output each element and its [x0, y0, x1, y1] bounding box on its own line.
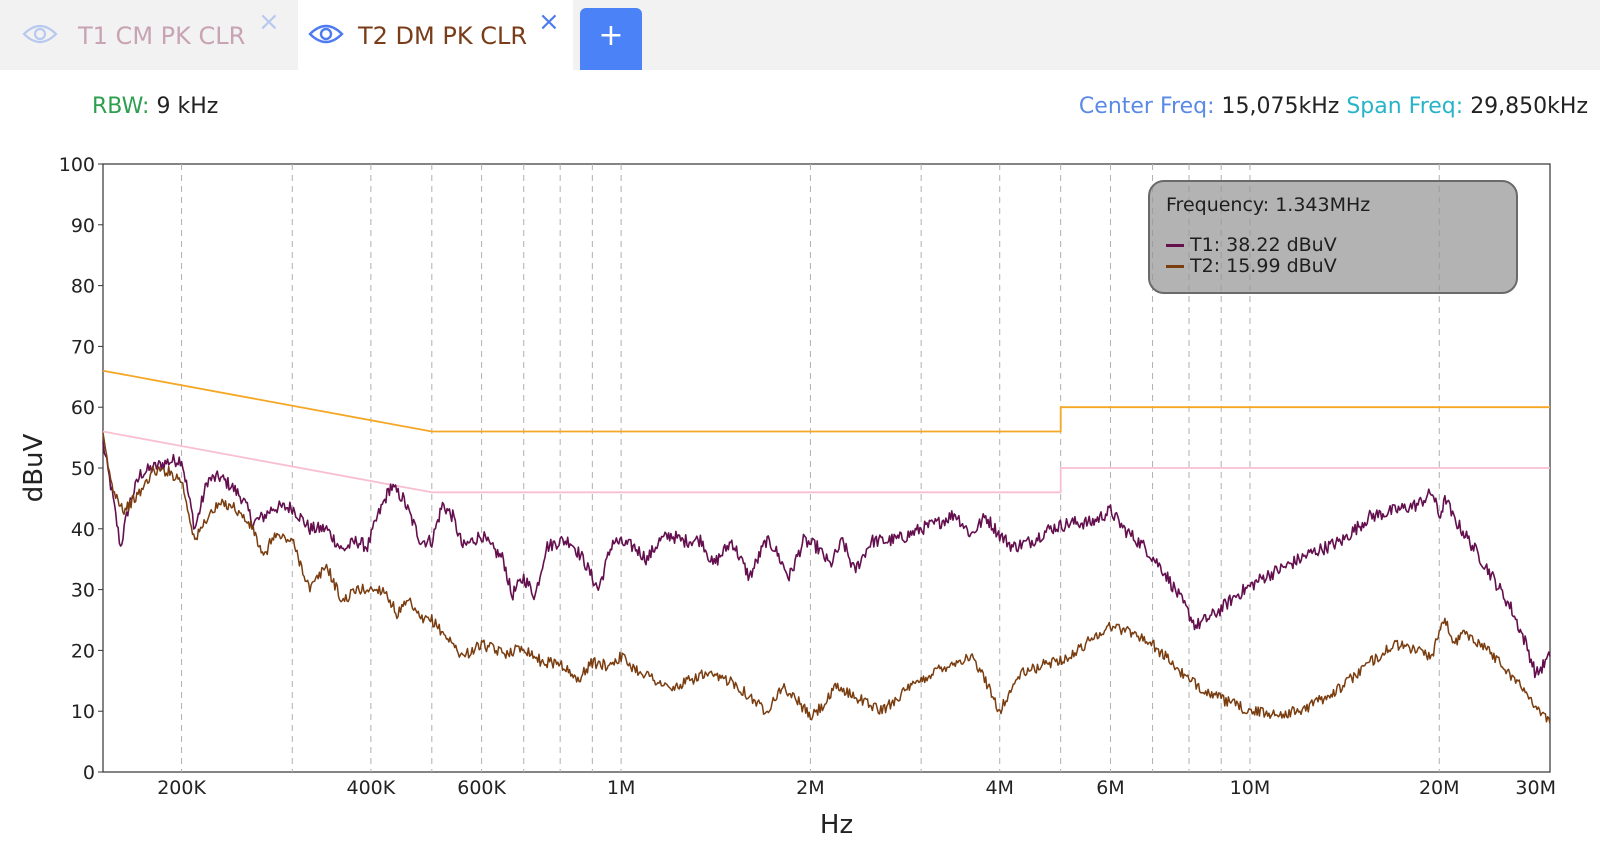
- tab-t2[interactable]: T2 DM PK CLR ×: [298, 0, 573, 70]
- t2-trace: [102, 432, 1551, 724]
- y-tick-label: 10: [71, 701, 95, 723]
- tooltip-frequency: Frequency: 1.343MHz: [1166, 194, 1371, 216]
- x-tick-label: 200K: [157, 777, 206, 799]
- tab-label: T1 CM PK CLR: [78, 22, 246, 50]
- y-tick-label: 90: [71, 215, 95, 237]
- y-tick-label: 30: [71, 580, 95, 602]
- x-tick-label: 4M: [985, 777, 1013, 799]
- x-tick-label: 10M: [1230, 777, 1271, 799]
- tab-t1[interactable]: T1 CM PK CLR ×: [0, 0, 290, 70]
- y-tick-label: 0: [83, 762, 95, 784]
- x-axis-title: Hz: [820, 810, 853, 840]
- eye-icon[interactable]: [22, 22, 58, 46]
- y-tick-label: 80: [71, 276, 95, 298]
- y-tick-label: 50: [71, 458, 95, 480]
- limit-qp-line: [102, 369, 1550, 433]
- close-icon[interactable]: ×: [258, 7, 280, 37]
- x-tick-label: 6M: [1096, 777, 1124, 799]
- span-freq-value: 29,850kHz: [1470, 94, 1588, 119]
- y-tick-label: 70: [71, 336, 95, 358]
- y-tick-label: 20: [71, 640, 95, 662]
- tooltip-t1: T1: 38.22 dBuV: [1190, 234, 1337, 256]
- eye-icon[interactable]: [308, 22, 344, 46]
- y-axis-title: dBuV: [19, 433, 49, 502]
- tooltip-t2: T2: 15.99 dBuV: [1190, 255, 1337, 277]
- hover-tooltip: Frequency: 1.343MHz T1: 38.22 dBuV T2: 1…: [1148, 180, 1518, 294]
- y-tick-label: 40: [71, 519, 95, 541]
- tooltip-row-t2: T2: 15.99 dBuV: [1166, 255, 1337, 277]
- limit-avg-line: [102, 430, 1550, 494]
- x-tick-label: 400K: [347, 777, 396, 799]
- tooltip-row-t1: T1: 38.22 dBuV: [1166, 234, 1337, 256]
- rbw-key: RBW:: [92, 94, 150, 119]
- t1-trace: [102, 441, 1551, 679]
- rbw-readout: RBW: 9 kHz: [92, 94, 218, 119]
- center-freq-value: 15,075kHz: [1221, 94, 1340, 119]
- x-tick-label: 20M: [1419, 777, 1460, 799]
- x-tick-label: 30M: [1515, 777, 1556, 799]
- add-tab-button[interactable]: +: [580, 8, 642, 70]
- tab-bar: T1 CM PK CLR × T2 DM PK CLR × +: [0, 0, 1600, 70]
- t1-swatch: [1166, 243, 1184, 247]
- frequency-readout: Center Freq: 15,075kHz Span Freq: 29,850…: [1079, 94, 1588, 119]
- center-freq-key: Center Freq:: [1078, 94, 1215, 119]
- x-tick-label: 2M: [796, 777, 824, 799]
- x-tick-label: 1M: [607, 777, 635, 799]
- t2-swatch: [1166, 264, 1184, 268]
- x-tick-label: 600K: [457, 777, 506, 799]
- close-icon[interactable]: ×: [538, 7, 560, 37]
- tab-label: T2 DM PK CLR: [358, 22, 528, 50]
- y-tick-label: 60: [71, 397, 95, 419]
- y-tick-label: 100: [59, 154, 95, 176]
- span-freq-key: Span Freq:: [1346, 94, 1464, 119]
- rbw-value: 9 kHz: [156, 94, 219, 119]
